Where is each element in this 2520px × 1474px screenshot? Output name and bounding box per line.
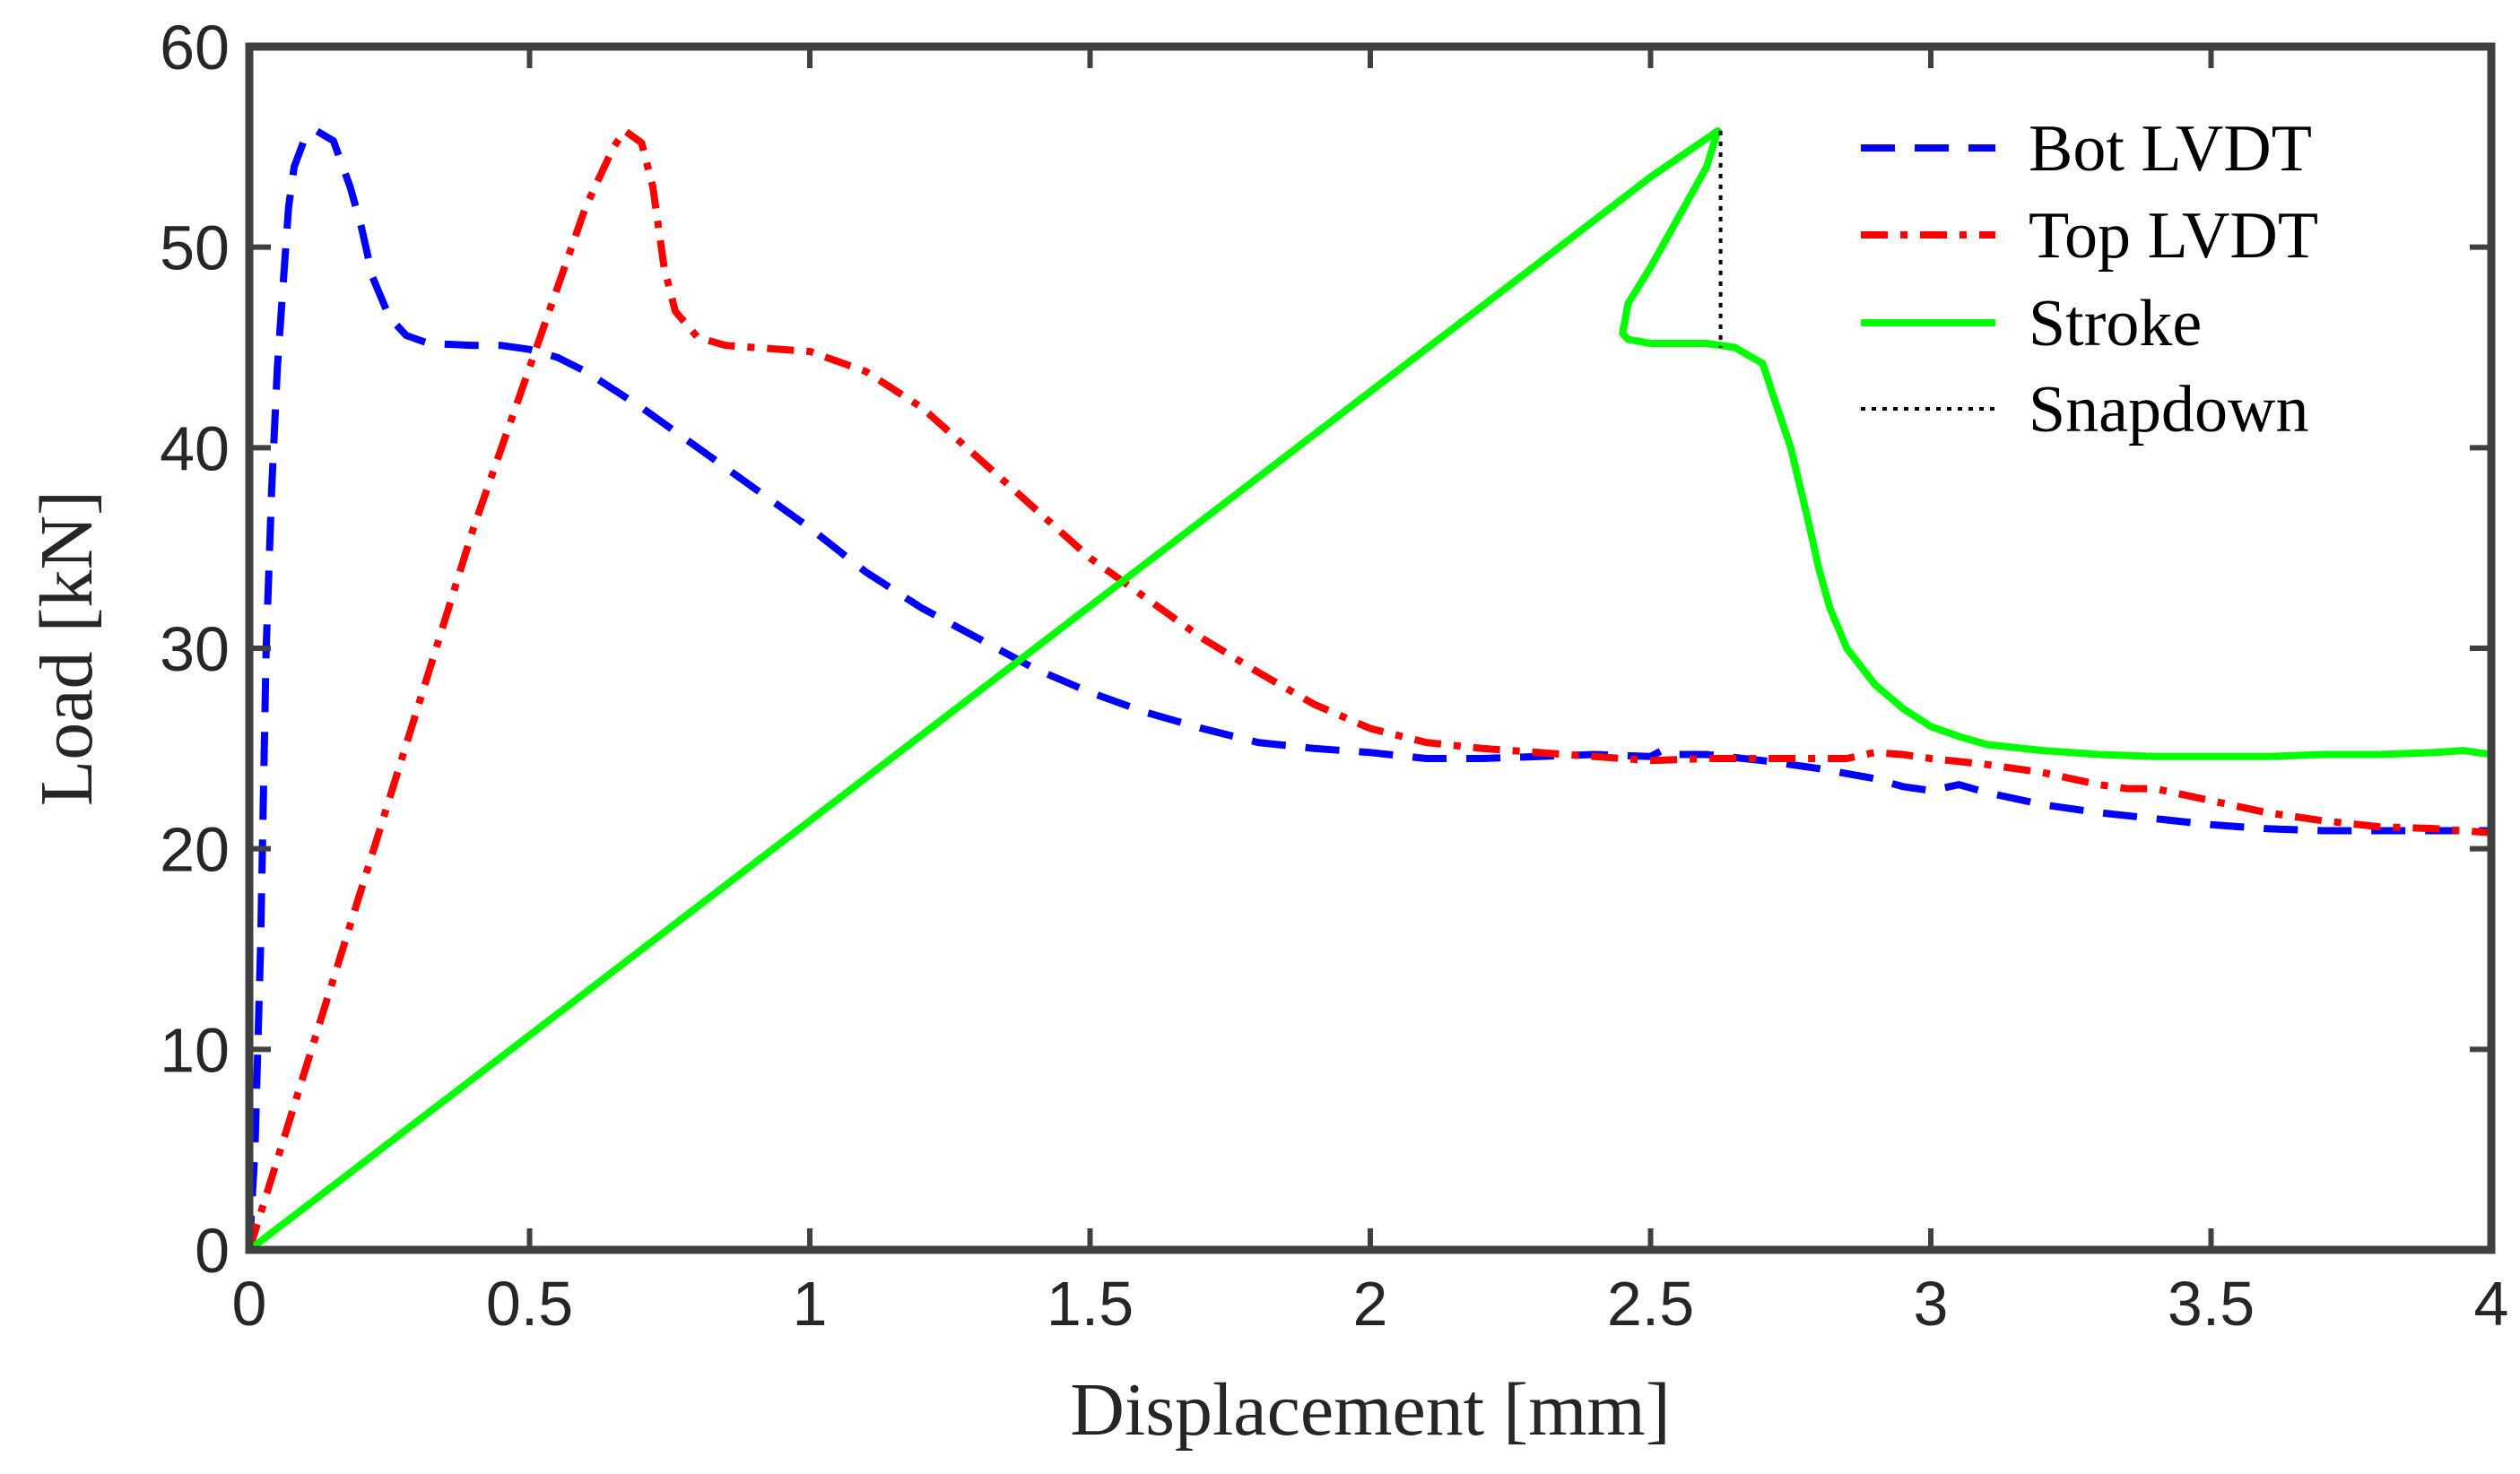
legend-entry-top: Top LVDT	[1861, 199, 2318, 273]
legend-label-bot: Bot LVDT	[2029, 112, 2312, 186]
legend-entry-snapdown: Snapdown	[1861, 373, 2308, 447]
y-tick-label: 50	[160, 213, 230, 283]
x-tick-label: 3	[1914, 1269, 1949, 1339]
x-tick-label: 2	[1353, 1269, 1388, 1339]
x-tick-label: 0.5	[486, 1269, 573, 1339]
y-tick-label: 10	[160, 1015, 230, 1085]
y-tick-label: 20	[160, 815, 230, 885]
legend-entry-bot: Bot LVDT	[1861, 112, 2312, 186]
y-tick-label: 0	[195, 1216, 230, 1286]
y-tick-label: 40	[160, 413, 230, 483]
series-line-stroke	[247, 126, 2492, 1253]
legend-label-snapdown: Snapdown	[2029, 373, 2308, 447]
x-tick-label: 1.5	[1047, 1269, 1134, 1339]
y-tick-label: 30	[160, 614, 230, 684]
legend: Bot LVDT Top LVDT Stroke Snapdown	[1834, 88, 2453, 464]
legend-entry-stroke: Stroke	[1861, 287, 2202, 360]
legend-label-stroke: Stroke	[2029, 287, 2202, 360]
x-tick-label: 3.5	[2168, 1269, 2255, 1339]
series-line-top	[246, 126, 2492, 1252]
x-tick-label: 0	[232, 1269, 267, 1339]
x-tick-label: 4	[2474, 1269, 2509, 1339]
x-axis-label: Displacement [mm]	[1070, 1368, 1670, 1452]
y-tick-label: 60	[160, 13, 230, 82]
series-layer	[246, 126, 2492, 1253]
x-tick-label: 1	[793, 1269, 828, 1339]
y-axis-label: Load [kN]	[25, 490, 109, 806]
x-tick-label: 2.5	[1607, 1269, 1694, 1339]
series-line-bot	[246, 126, 2491, 1251]
legend-label-top: Top LVDT	[2029, 199, 2318, 273]
